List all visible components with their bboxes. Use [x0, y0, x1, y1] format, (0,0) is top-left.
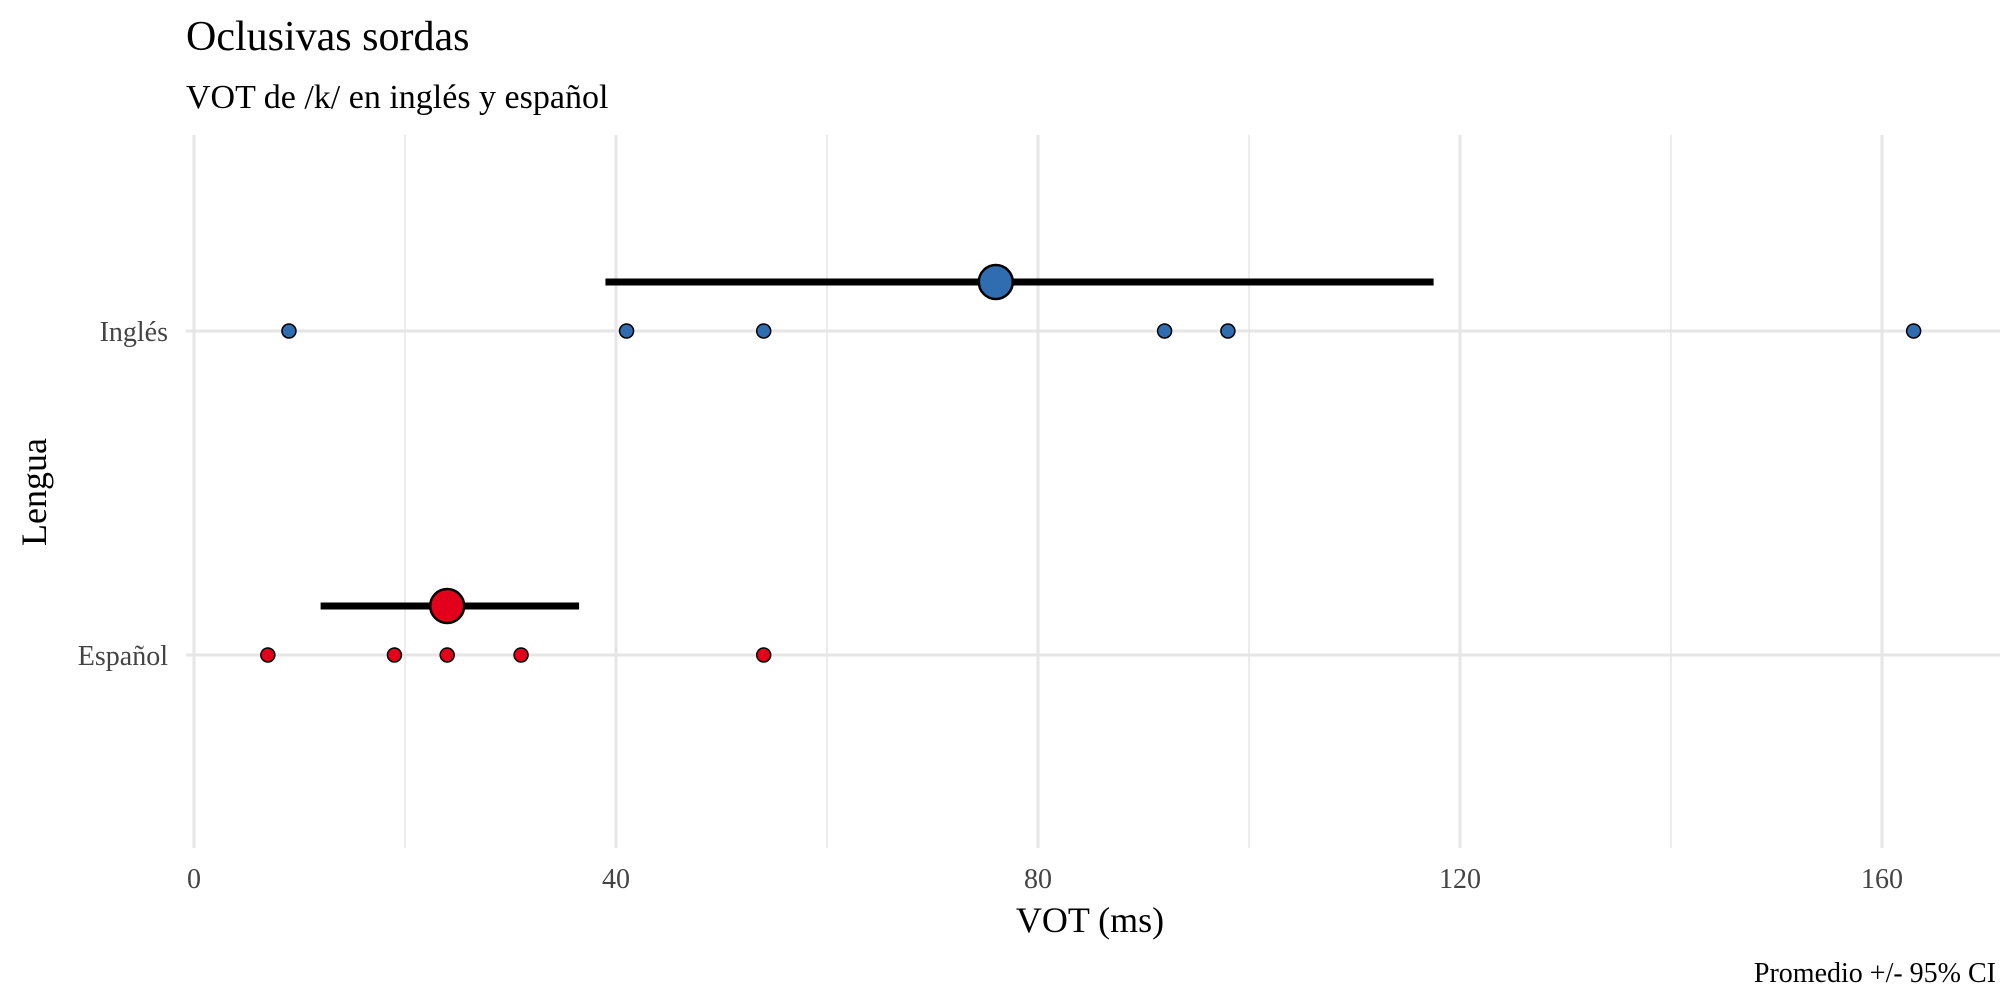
data-point	[1156, 323, 1173, 339]
chart-caption: Promedio +/- 95% CI	[1754, 958, 1996, 989]
x-tick-label: 40	[602, 864, 630, 895]
data-point	[513, 647, 529, 663]
data-point	[281, 323, 297, 339]
data-point	[755, 323, 772, 339]
mean-point	[977, 263, 1015, 301]
x-tick-label: 120	[1439, 864, 1481, 895]
plot-marks	[260, 263, 1922, 663]
x-tick-label: 80	[1024, 864, 1052, 895]
data-point	[386, 647, 403, 663]
tick-labels: 0 40 80 120 160 Inglés Español	[78, 317, 1903, 895]
x-tick-label: 160	[1861, 864, 1903, 895]
data-point	[618, 323, 635, 339]
data-point	[1220, 323, 1236, 339]
mean-point	[428, 587, 466, 625]
data-point	[1905, 323, 1922, 339]
y-axis-title: Lengua	[14, 438, 54, 546]
data-point	[439, 647, 455, 663]
data-point	[755, 647, 772, 663]
y-tick-label: Inglés	[100, 317, 168, 348]
x-axis-title: VOT (ms)	[1016, 900, 1164, 940]
y-tick-label: Español	[78, 641, 168, 672]
data-point	[260, 647, 276, 663]
grid	[186, 135, 2000, 848]
chart-subtitle: VOT de /k/ en inglés y español	[186, 79, 608, 116]
x-tick-label: 0	[187, 864, 201, 895]
chart-title: Oclusivas sordas	[186, 14, 469, 60]
